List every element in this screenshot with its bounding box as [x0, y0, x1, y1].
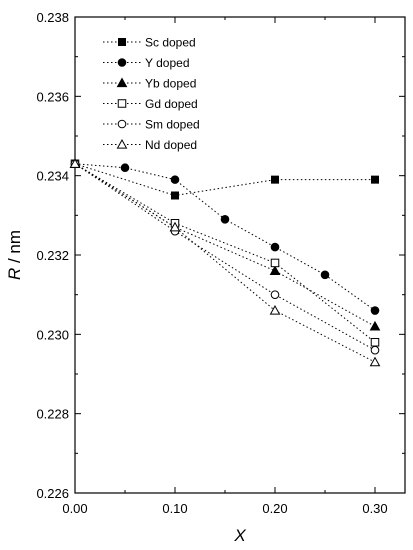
legend-marker	[117, 58, 127, 67]
series-sc-doped	[71, 159, 379, 200]
series-line	[74, 163, 376, 311]
plot-area	[74, 16, 406, 494]
legend-marker	[118, 38, 126, 46]
series-line	[74, 163, 375, 197]
x-tick-label: 0.10	[162, 501, 187, 516]
legend-marker	[117, 99, 127, 108]
legend-item: Nd doped	[103, 138, 197, 152]
y-tick-label: 0.238	[36, 10, 69, 25]
x-tick-label: 0.00	[62, 501, 87, 516]
data-point	[271, 175, 279, 184]
data-point	[270, 242, 280, 252]
legend-marker	[116, 77, 128, 88]
legend-label: Y doped	[145, 56, 190, 70]
y-tick-label: 0.230	[36, 327, 69, 342]
data-point	[220, 215, 230, 224]
data-point	[269, 305, 281, 315]
series-group	[69, 158, 381, 367]
legend-label: Nd doped	[145, 138, 197, 152]
legend-label: Sm doped	[145, 118, 200, 132]
series-nd-doped	[69, 158, 381, 367]
data-point	[270, 258, 280, 268]
data-point	[369, 320, 381, 331]
data-point	[120, 163, 130, 173]
series-line	[74, 163, 376, 327]
y-tick-label: 0.226	[36, 486, 69, 501]
legend-label: Sc doped	[145, 36, 196, 50]
x-tick-label: 0.20	[262, 501, 287, 516]
data-point	[370, 306, 380, 315]
data-point	[171, 191, 179, 200]
x-axis-title: X	[233, 526, 246, 545]
y-axis-title: R / nm	[5, 230, 24, 280]
legend-label: Gd doped	[145, 97, 198, 111]
y-tick-label: 0.234	[36, 169, 69, 184]
data-point	[371, 175, 379, 184]
data-point	[269, 265, 281, 275]
axis-ticks: 0.00 0.10 0.20 0.30 0.226 0.228 0.230 0.232 0.23…	[36, 10, 405, 516]
data-point	[370, 338, 380, 347]
legend-item: Yb doped	[103, 77, 196, 91]
series-y-doped	[70, 159, 380, 315]
legend-marker	[117, 119, 127, 129]
data-point	[320, 270, 330, 280]
data-point	[69, 158, 81, 168]
series-line	[74, 163, 376, 363]
legend-item: Gd doped	[103, 97, 198, 111]
y-tick-label: 0.232	[36, 248, 69, 263]
y-tick-label: 0.236	[36, 89, 69, 104]
legend: Sc doped Y doped Yb doped Gd doped Sm doped N…	[103, 36, 200, 152]
x-tick-label: 0.30	[362, 501, 387, 516]
y-tick-label: 0.228	[36, 407, 69, 422]
data-point	[270, 290, 280, 299]
legend-item: Sc doped	[103, 36, 196, 50]
series-line	[74, 163, 376, 351]
legend-item: Y doped	[103, 56, 190, 70]
series-gd-doped	[70, 159, 380, 347]
data-point	[169, 221, 181, 232]
legend-item: Sm doped	[103, 118, 200, 132]
data-point	[170, 175, 180, 184]
legend-marker	[116, 138, 128, 149]
y-axis-title-group: R / nm	[5, 230, 24, 280]
legend-label: Yb doped	[145, 77, 196, 91]
series-yb-doped	[69, 158, 381, 331]
data-point	[369, 356, 381, 367]
data-point	[370, 345, 380, 355]
series-line	[74, 163, 376, 343]
plot-frame	[74, 16, 406, 494]
